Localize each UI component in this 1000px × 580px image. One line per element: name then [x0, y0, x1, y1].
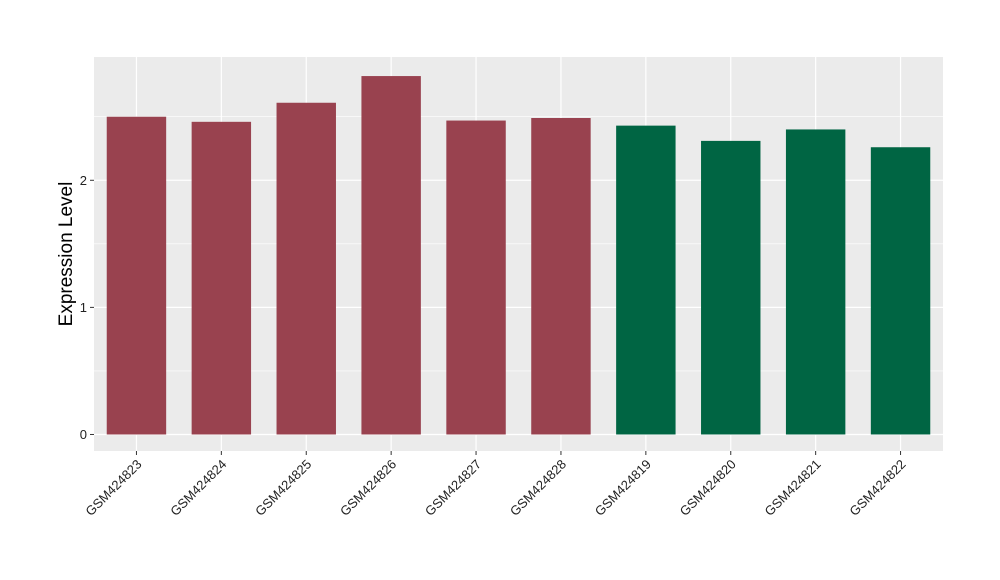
- x-tick-label: GSM424825: [252, 457, 314, 519]
- y-axis-title: Expression Level: [56, 182, 77, 327]
- bar-GSM424825: [276, 102, 336, 435]
- bar-GSM424822: [870, 147, 931, 435]
- bar-GSM424819: [616, 125, 676, 435]
- bar-GSM424828: [531, 118, 591, 435]
- x-tick-label: GSM424820: [677, 457, 739, 519]
- x-tick-label: GSM424827: [422, 457, 484, 519]
- bar-GSM424827: [446, 120, 506, 435]
- y-tick-label: 0: [80, 427, 87, 442]
- bar-GSM424824: [191, 121, 252, 435]
- x-tick-label: GSM424821: [762, 457, 824, 519]
- y-axis: 0 1 2: [80, 173, 94, 442]
- bar-series: [106, 76, 931, 435]
- x-tick-label: GSM424828: [507, 457, 569, 519]
- x-axis: GSM424823 GSM424824 GSM424825 GSM424826 GSM4…: [82, 451, 909, 519]
- bar-GSM424823: [106, 116, 167, 435]
- bar-GSM424821: [785, 129, 846, 435]
- x-tick-label: GSM424823: [82, 457, 144, 519]
- x-tick-label: GSM424819: [592, 457, 654, 519]
- y-tick-label: 2: [80, 173, 87, 188]
- x-tick-label: GSM424824: [167, 457, 229, 519]
- x-tick-label: GSM424826: [337, 457, 399, 519]
- y-tick-label: 1: [80, 300, 87, 315]
- bar-GSM424820: [701, 140, 761, 435]
- bar-GSM424826: [361, 76, 421, 435]
- x-tick-label: GSM424822: [846, 457, 908, 519]
